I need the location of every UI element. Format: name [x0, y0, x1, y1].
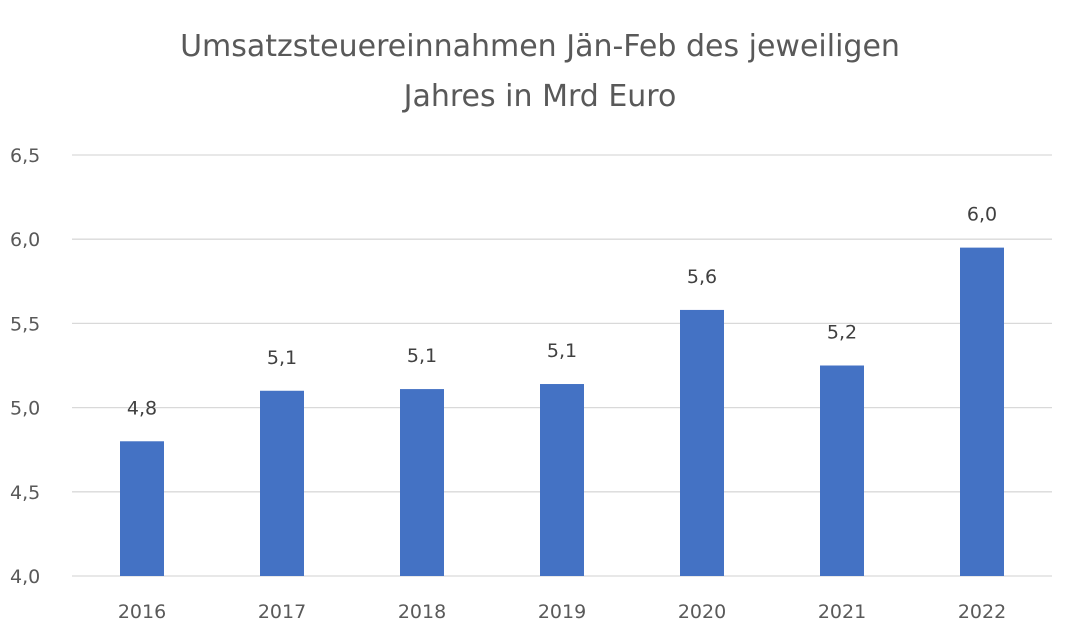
x-axis-ticks: 2016 2017 2018 2019 2020 2021 2022 [118, 601, 1006, 623]
bar-data-label: 5,2 [827, 322, 857, 344]
y-tick-label: 5,5 [10, 313, 40, 335]
x-tick-label: 2016 [118, 601, 166, 623]
bar-data-label: 5,1 [547, 340, 577, 362]
chart-title: Umsatzsteuereinnahmen Jän-Feb des jeweil… [0, 22, 1080, 122]
bar-data-label: 4,8 [127, 397, 157, 419]
x-tick-label: 2022 [958, 601, 1006, 623]
bar [680, 309, 724, 576]
bar [820, 365, 864, 576]
x-tick-label: 2018 [398, 601, 446, 623]
x-tick-label: 2021 [818, 601, 866, 623]
y-tick-label: 6,0 [10, 229, 40, 251]
y-axis-ticks: 4,0 4,5 5,0 5,5 6,0 6,5 [10, 145, 40, 588]
y-tick-label: 4,0 [10, 566, 40, 588]
bar-data-label: 5,6 [687, 266, 717, 288]
x-tick-label: 2019 [538, 601, 586, 623]
chart-title-line-2: Jahres in Mrd Euro [403, 79, 677, 114]
data-labels: 4,8 5,1 5,1 5,1 5,6 5,2 6,0 [127, 204, 997, 420]
bar [120, 441, 164, 576]
bar-data-label: 6,0 [967, 204, 997, 226]
x-tick-label: 2017 [258, 601, 306, 623]
bar-data-label: 5,1 [267, 347, 297, 369]
bar-data-label: 5,1 [407, 345, 437, 367]
bar [260, 390, 304, 576]
bar [400, 389, 444, 576]
chart-title-line-1: Umsatzsteuereinnahmen Jän-Feb des jeweil… [180, 29, 900, 64]
bars [120, 247, 1004, 576]
y-tick-label: 5,0 [10, 398, 40, 420]
y-tick-label: 6,5 [10, 145, 40, 167]
x-tick-label: 2020 [678, 601, 726, 623]
y-tick-label: 4,5 [10, 482, 40, 504]
bar [540, 384, 584, 576]
bar [960, 247, 1004, 576]
